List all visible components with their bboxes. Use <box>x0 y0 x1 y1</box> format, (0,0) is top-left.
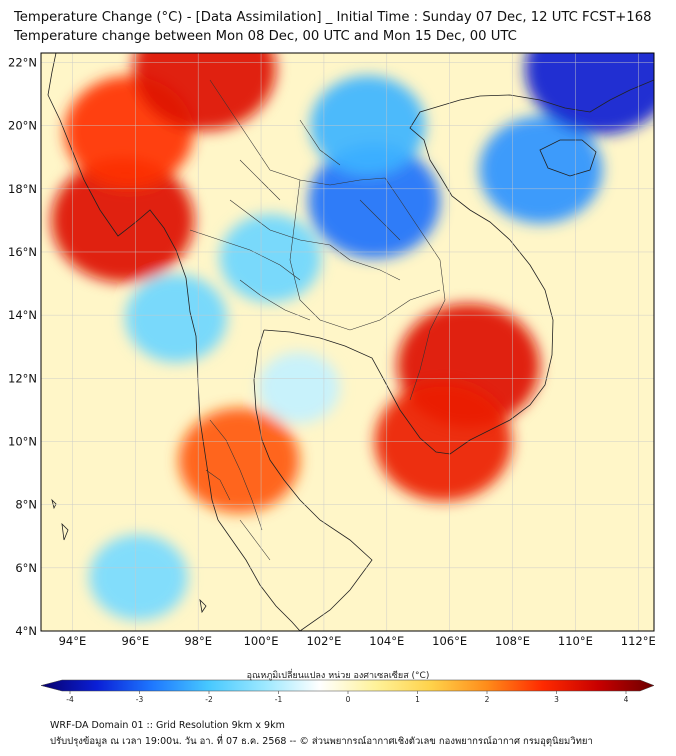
lat-tick-label: 12°N <box>8 371 37 385</box>
map-title: Temperature Change (°C) - [Data Assimila… <box>14 10 652 25</box>
colorbar-tick-label: 3 <box>554 695 559 704</box>
colorbar-tick-label: -4 <box>66 695 74 704</box>
lon-tick-label: 108°E <box>495 634 530 648</box>
coastline-gulf-west <box>253 329 373 631</box>
coastline-hainan <box>539 139 597 177</box>
colorbar-tick-label: 2 <box>485 695 490 704</box>
lat-tick-label: 20°N <box>8 119 37 133</box>
coastline-china <box>479 79 654 113</box>
longitude-labels: 94°E 96°E 98°E 100°E 102°E 104°E 106°E 108°E 110… <box>59 634 656 648</box>
lon-tick-label: 98°E <box>184 634 212 648</box>
lat-tick-label: 22°N <box>8 55 37 69</box>
coastline-gulf-north <box>263 329 491 455</box>
latitude-labels: 22°N 20°N 18°N 16°N 14°N 12°N 10°N 8°N 6°N 4°N <box>8 55 37 638</box>
lon-tick-label: 112°E <box>621 634 656 648</box>
colorbar-tick-label: -1 <box>275 695 283 704</box>
coastline-islands <box>51 498 207 614</box>
anomaly-central-myanmar <box>51 158 195 283</box>
lon-tick-label: 104°E <box>369 634 404 648</box>
lat-tick-label: 6°N <box>15 561 37 575</box>
lat-tick-label: 14°N <box>8 308 37 322</box>
lon-tick-label: 96°E <box>121 634 149 648</box>
coastline-myanmar <box>47 53 219 521</box>
anomaly-laos <box>308 144 441 259</box>
lat-tick-label: 10°N <box>8 434 37 448</box>
lat-tick-label: 16°N <box>8 245 37 259</box>
lon-tick-label: 100°E <box>244 634 279 648</box>
map-subtitle: Temperature change between Mon 08 Dec, 0… <box>14 29 517 44</box>
colorbar-tick-label: -2 <box>205 695 213 704</box>
colorbar-tick-label: 1 <box>415 695 420 704</box>
colorbar-tick-label: -3 <box>136 695 144 704</box>
colorbar-tick-label: 0 <box>346 695 351 704</box>
lon-tick-label: 102°E <box>306 634 341 648</box>
anomaly-gulf-of-tonkin <box>479 116 603 224</box>
anomaly-peninsular-thailand <box>178 408 300 513</box>
map-frame <box>40 52 655 632</box>
anomaly-andaman-sea <box>125 274 227 363</box>
temperature-field <box>41 53 654 631</box>
anomaly-andaman-sea-south <box>89 534 188 621</box>
lon-tick-label: 106°E <box>432 634 467 648</box>
anomaly-yunnan-border <box>133 53 276 131</box>
anomaly-northeast-thailand <box>219 214 322 303</box>
colorbar-title: อุณหภูมิเปลี่ยนแปลง หน่วย องศาเซลเซียส (… <box>246 671 430 681</box>
coastlines <box>47 53 654 631</box>
colorbar: -4 -3 -2 -1 0 1 2 3 4 <box>40 679 655 704</box>
footer-model-info: WRF-DA Domain 01 :: Grid Resolution 9km … <box>50 720 285 731</box>
lon-tick-label: 110°E <box>558 634 593 648</box>
anomaly-gulf-of-thailand <box>257 352 340 424</box>
anomaly-south-china <box>525 53 654 135</box>
lat-tick-label: 8°N <box>15 498 37 512</box>
colorbar-tick-label: 4 <box>624 695 629 704</box>
colorbar-bar <box>40 679 655 692</box>
coastline-vietnam <box>409 95 554 431</box>
coastline-peninsula <box>217 519 301 631</box>
admin-borders <box>189 79 446 561</box>
lat-tick-label: 18°N <box>8 182 37 196</box>
lon-tick-label: 94°E <box>59 634 87 648</box>
colorbar-ticks: -4 -3 -2 -1 0 1 2 3 4 <box>66 691 629 704</box>
footer-credit: ปรับปรุงข้อมูล ณ เวลา 19:00น. วัน อา. ที… <box>50 736 593 747</box>
lat-tick-label: 4°N <box>15 624 37 638</box>
